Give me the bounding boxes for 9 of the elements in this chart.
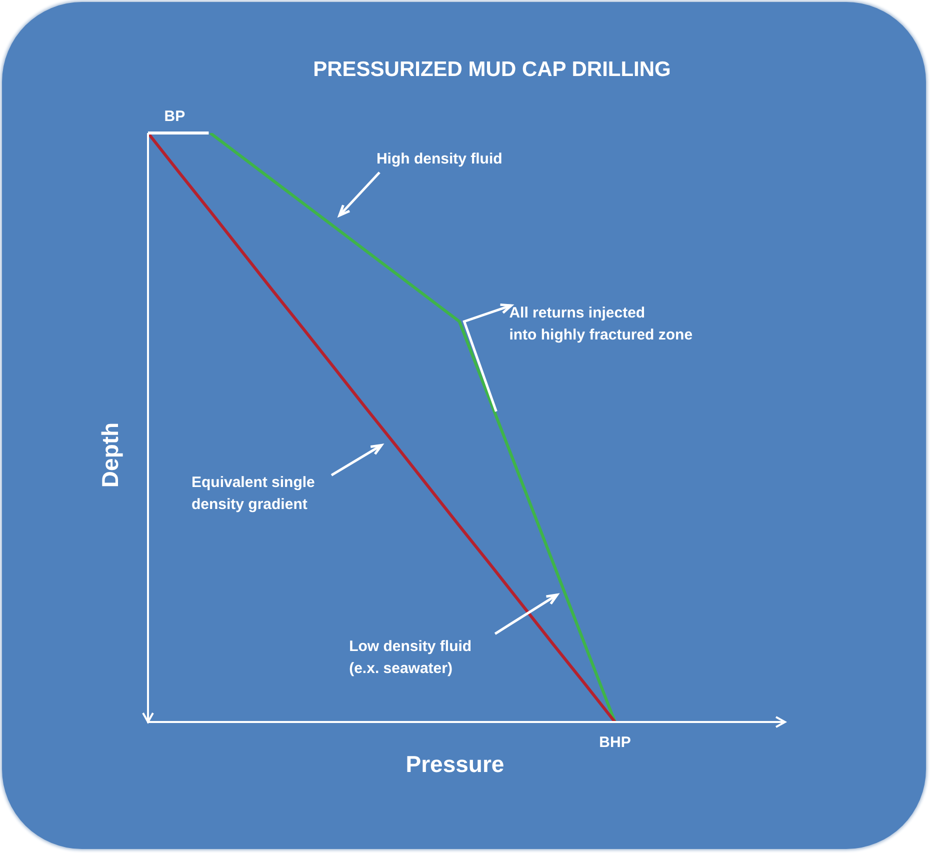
annotation: Equivalent single density gradient — [192, 474, 315, 514]
x-axis-title: Pressure — [406, 751, 504, 777]
text: BP — [164, 108, 186, 125]
annotation: High density fluid — [376, 150, 502, 168]
y-axis-title: Depth — [97, 422, 123, 488]
chart-title: PRESSURIZED MUD CAP DRILLING — [313, 58, 671, 81]
text: BHP — [599, 734, 631, 751]
annotation: Low density fluid (e.x. seawater) — [349, 638, 472, 677]
annotation: All returns injected into highly fractured zone — [509, 304, 693, 344]
